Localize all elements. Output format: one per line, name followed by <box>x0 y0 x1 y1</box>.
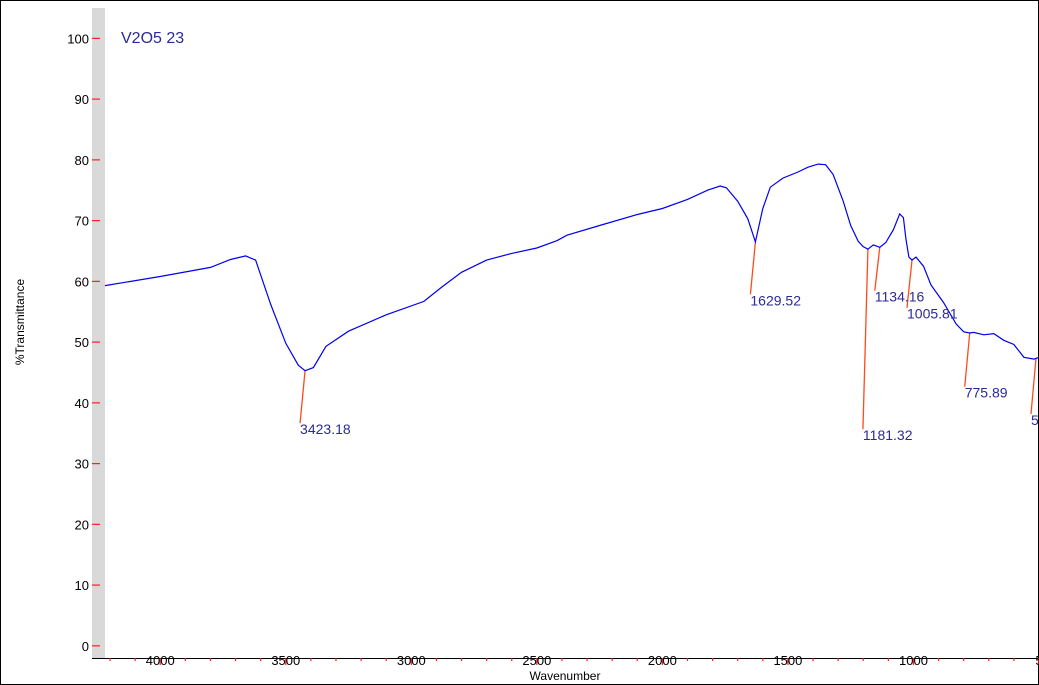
peak-label: 5 <box>1031 412 1039 428</box>
peak-label: 3423.18 <box>300 421 351 437</box>
y-tick-label: 100 <box>67 31 89 46</box>
x-axis: 4000 3500 3000 2500 2000 1500 1000 5 <box>109 653 1039 668</box>
y-tick-label: 90 <box>75 92 89 107</box>
peak-label: 1629.52 <box>750 292 801 308</box>
x-tick-label: 2500 <box>522 653 551 668</box>
x-tick-label: 4000 <box>146 653 175 668</box>
spectrum-series-line <box>104 163 1039 372</box>
peak-marker-line <box>1030 358 1037 415</box>
peak-label: 1005.81 <box>907 306 958 322</box>
y-tick-label: 50 <box>75 335 89 350</box>
y-tick-label: 0 <box>82 639 89 654</box>
y-tick-label: 10 <box>75 578 89 593</box>
peak-label: 775.89 <box>965 385 1008 401</box>
y-tick-label: 80 <box>75 153 89 168</box>
peak-marker-line <box>749 241 757 295</box>
peak-label: 1134.16 <box>875 289 925 305</box>
x-tick-label: 2000 <box>648 653 677 668</box>
x-tick-label: 3000 <box>397 653 426 668</box>
x-tick-label: 1500 <box>773 653 802 668</box>
x-tick-label: 5 <box>1035 653 1039 668</box>
y-tick-label: 40 <box>75 396 89 411</box>
y-tick-label: 60 <box>75 274 89 289</box>
peak-marker-line <box>299 370 306 424</box>
y-axis: 0 10 20 30 40 50 60 70 80 90 100 <box>67 31 100 654</box>
x-tick-label: 1000 <box>899 653 928 668</box>
y-axis-title: %Transmittance <box>13 279 27 366</box>
x-tick-label: 3500 <box>271 653 300 668</box>
peak-markers <box>299 241 1037 430</box>
peak-marker-line <box>874 247 881 291</box>
y-tick-label: 70 <box>75 214 89 229</box>
x-axis-title: Wavenumber <box>530 669 601 683</box>
peak-marker-line <box>862 249 869 430</box>
plot-left-gutter <box>92 8 105 658</box>
sample-label: V2O5 23 <box>121 30 184 47</box>
peak-label: 1181.32 <box>863 427 913 443</box>
y-tick-label: 30 <box>75 457 89 472</box>
y-tick-label: 20 <box>75 517 89 532</box>
peak-marker-line <box>906 260 913 308</box>
peak-marker-line <box>964 332 971 387</box>
